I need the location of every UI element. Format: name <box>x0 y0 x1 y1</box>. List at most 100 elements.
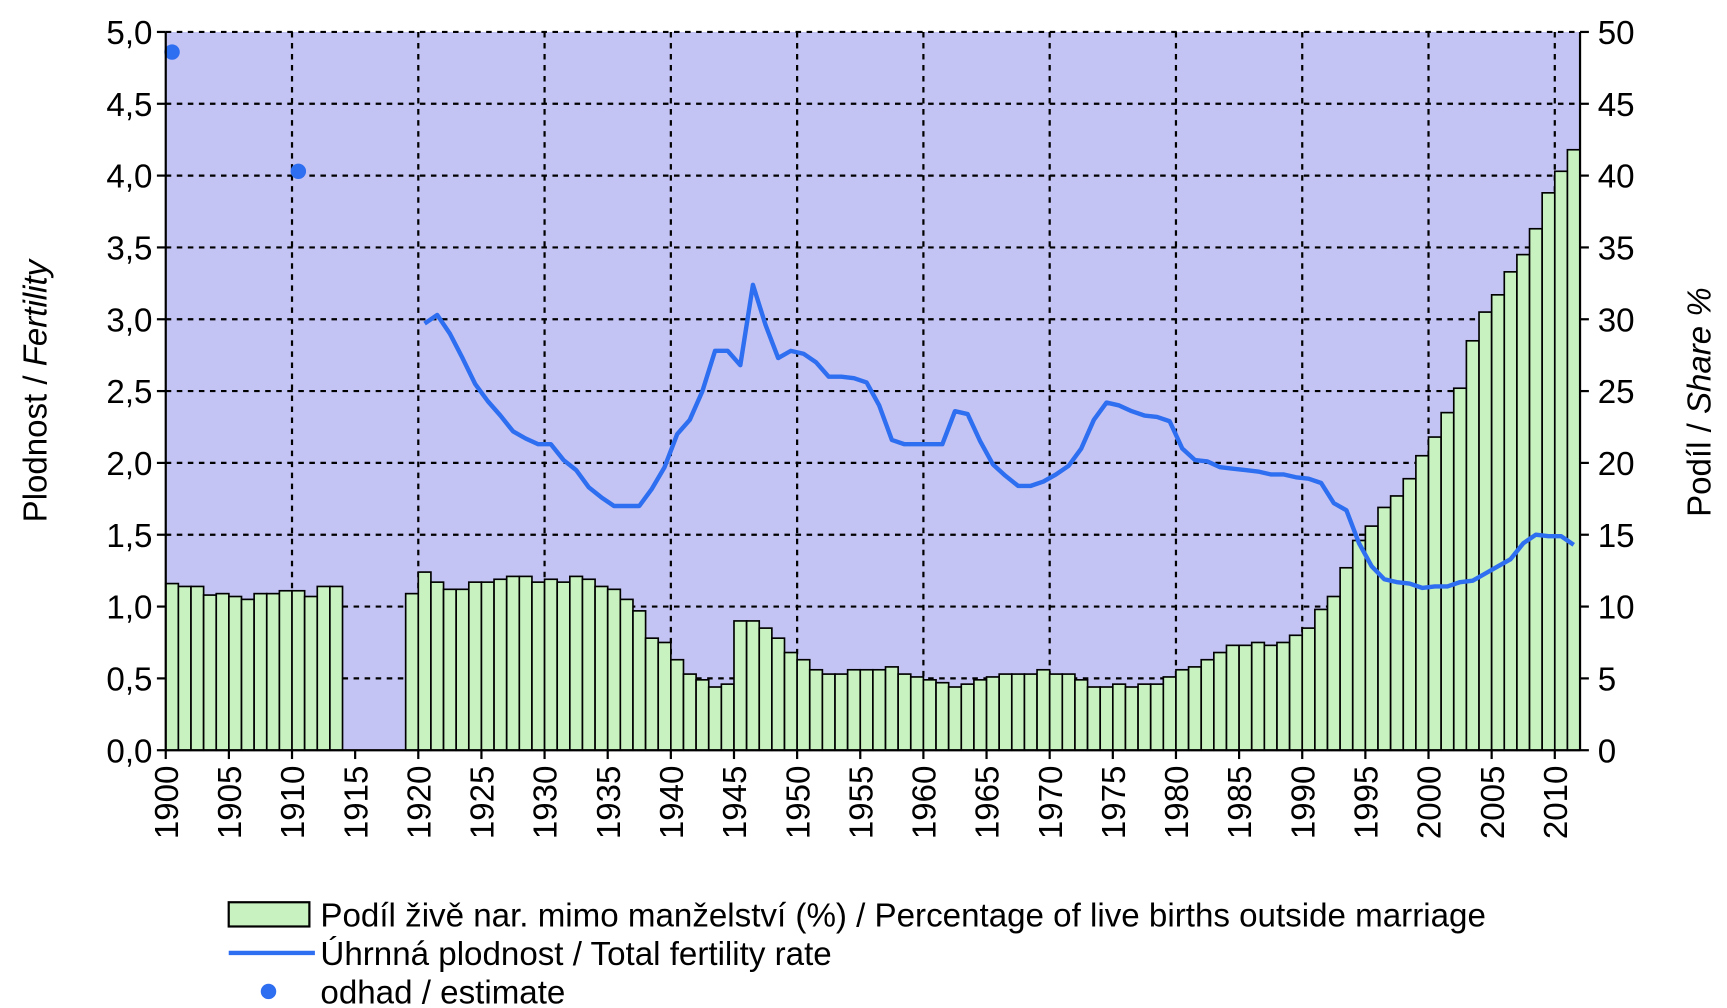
bar <box>1528 227 1543 752</box>
bar <box>859 668 874 752</box>
x-tick-label: 1915 <box>338 766 375 839</box>
bar <box>455 588 470 752</box>
bar <box>619 598 634 752</box>
x-tick-label: 1970 <box>1033 766 1070 839</box>
bar <box>543 578 559 752</box>
bar <box>1111 683 1127 752</box>
line <box>423 282 1575 591</box>
bar <box>1465 339 1480 752</box>
y2-tick-label: 45 <box>1598 87 1635 124</box>
bar <box>884 666 899 752</box>
point <box>164 44 180 60</box>
bar <box>1288 634 1304 752</box>
bar <box>796 658 811 752</box>
x-tick-label: 1960 <box>907 766 944 839</box>
bar <box>985 676 1000 752</box>
x-tick-label: 1980 <box>1159 766 1196 839</box>
bar <box>670 658 685 752</box>
bar <box>909 676 925 752</box>
bar <box>594 585 609 752</box>
bar <box>1213 651 1228 752</box>
bar <box>1377 506 1392 752</box>
bar <box>1415 454 1430 752</box>
bar <box>1099 686 1114 752</box>
x-tick-label: 1945 <box>717 766 754 839</box>
bar <box>1452 387 1468 752</box>
bar <box>1263 644 1278 752</box>
bar <box>1036 668 1051 752</box>
x-tick-label: 1920 <box>401 766 438 839</box>
bar <box>998 673 1013 752</box>
bar <box>1225 644 1240 752</box>
bar <box>1389 495 1405 752</box>
x-tick-label: 1925 <box>465 766 502 839</box>
bar <box>1238 644 1253 752</box>
bar <box>745 620 761 752</box>
bar <box>316 585 331 752</box>
bar <box>922 678 937 752</box>
y2-tick-label: 10 <box>1598 590 1635 627</box>
y-tick-label: 0,5 <box>106 662 152 699</box>
bar <box>480 581 495 752</box>
bar <box>644 637 660 752</box>
x-tick-label: 1990 <box>1285 766 1322 839</box>
bar <box>556 581 571 752</box>
x-tick-label: 1905 <box>212 766 249 839</box>
bar <box>1010 673 1026 752</box>
x-tick-label: 1930 <box>528 766 565 839</box>
bar <box>190 585 205 752</box>
bar <box>1137 683 1152 752</box>
bar <box>808 668 824 752</box>
bar <box>771 637 786 752</box>
bar <box>733 620 748 752</box>
bar <box>1541 192 1556 752</box>
bar <box>1301 627 1316 752</box>
bar <box>1427 436 1442 752</box>
bar <box>1326 595 1341 752</box>
bar <box>442 588 458 752</box>
bar <box>467 581 483 752</box>
y-tick-label: 2,5 <box>106 374 152 411</box>
bar <box>758 627 773 752</box>
y-tick-label: 0,0 <box>106 733 152 770</box>
bar <box>1566 148 1581 752</box>
bar <box>518 575 533 752</box>
bar <box>202 594 218 752</box>
x-tick-label: 1900 <box>149 766 186 839</box>
bar <box>1200 658 1215 752</box>
bar <box>291 589 306 752</box>
bar <box>1516 253 1531 752</box>
bar <box>215 592 230 752</box>
bar <box>657 641 672 752</box>
bar <box>1074 678 1089 752</box>
y2-tick-label: 5 <box>1598 662 1616 699</box>
bar <box>1478 311 1493 752</box>
y2-tick-label: 25 <box>1598 374 1635 411</box>
y-tick-label: 3,5 <box>106 231 152 268</box>
bar <box>707 686 723 752</box>
y2-tick-label: 20 <box>1598 446 1635 483</box>
bar <box>1250 641 1266 752</box>
bar <box>1339 566 1354 752</box>
point <box>290 163 307 180</box>
legend-swatch <box>260 983 277 1000</box>
bar <box>430 581 445 752</box>
bar <box>1048 673 1064 752</box>
y2-tick-label: 40 <box>1598 159 1635 196</box>
y2-tick-label: 15 <box>1598 518 1635 555</box>
x-tick-label: 2005 <box>1475 766 1512 839</box>
bar <box>632 610 647 752</box>
bar <box>329 585 344 752</box>
x-tick-label: 1955 <box>843 766 880 839</box>
bar <box>1149 683 1165 752</box>
bar <box>606 588 622 752</box>
y2-tick-label: 0 <box>1598 733 1616 770</box>
legend-swatch <box>227 901 311 928</box>
x-tick-label: 1950 <box>780 766 817 839</box>
bar <box>834 673 849 752</box>
bar <box>1086 686 1102 752</box>
x-tick-label: 1935 <box>591 766 628 839</box>
bar <box>493 578 508 752</box>
bar <box>1440 411 1455 752</box>
y-tick-label: 3,0 <box>106 302 152 339</box>
